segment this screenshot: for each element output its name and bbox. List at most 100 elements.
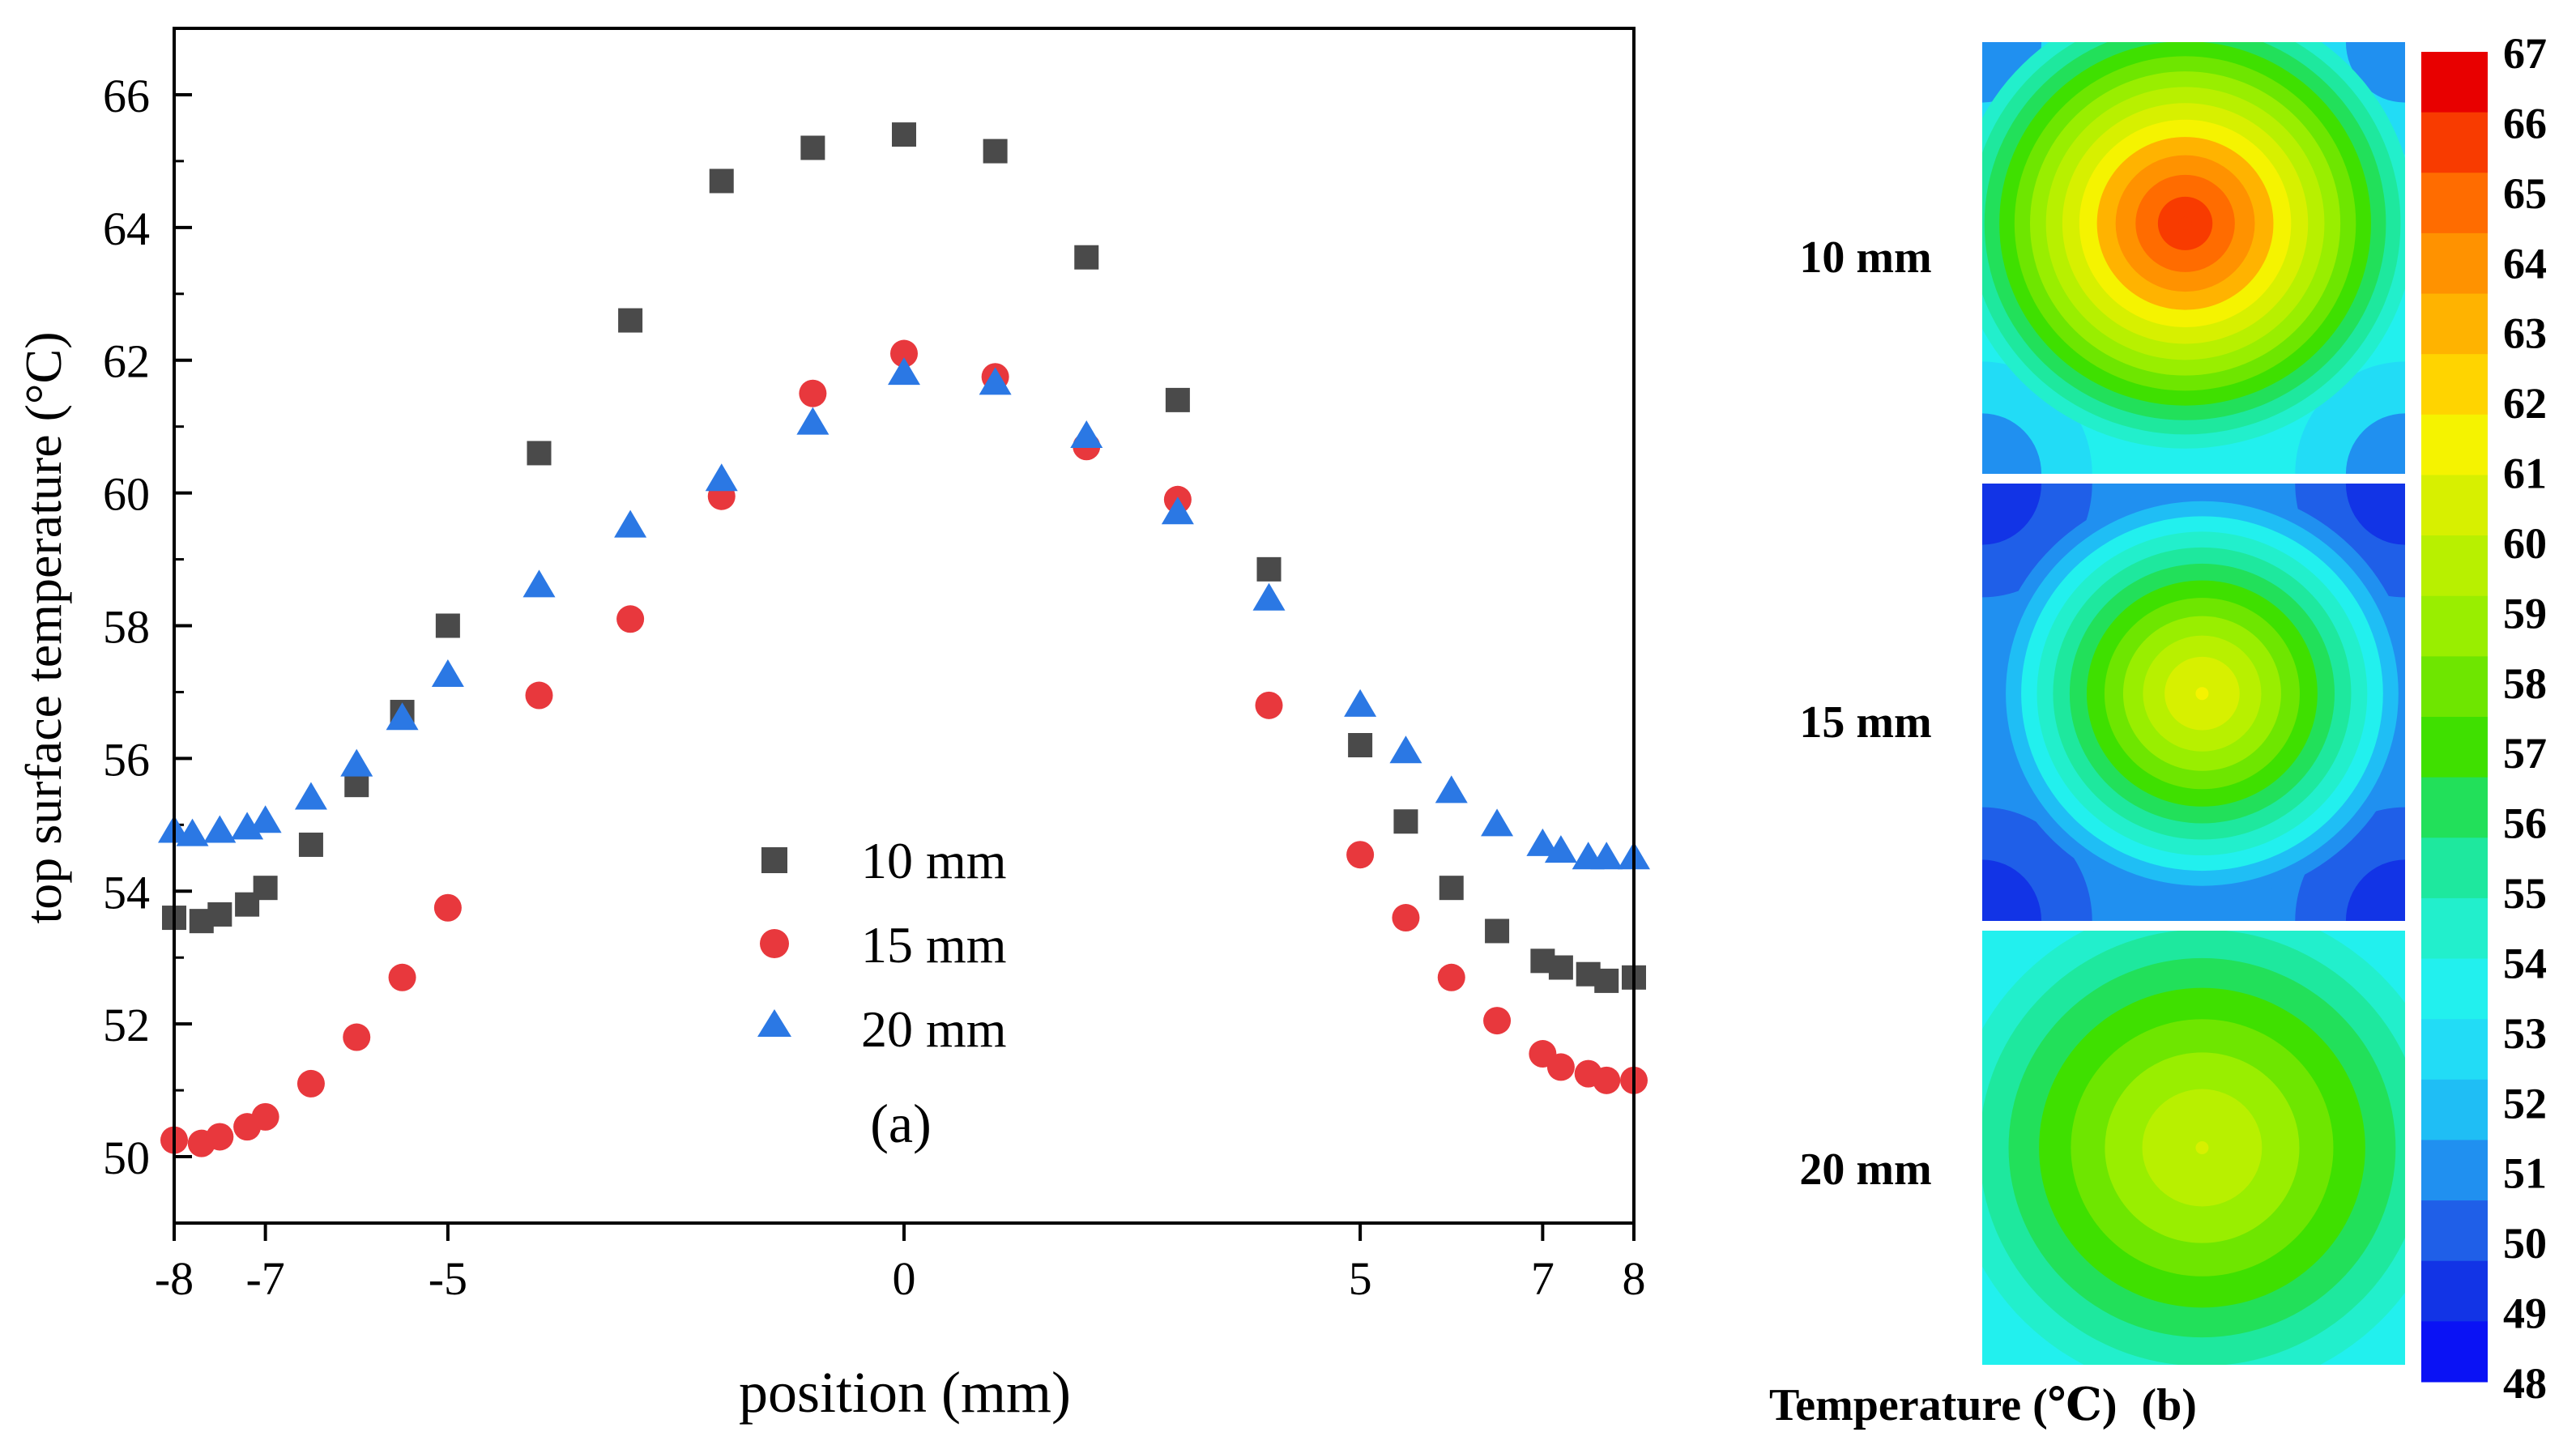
colorbar-segment (2421, 1260, 2488, 1322)
data-point (1255, 691, 1283, 719)
data-point (203, 815, 237, 843)
colorbar-segment (2421, 1321, 2488, 1383)
colorbar-segment (2421, 777, 2488, 838)
colorbar-tick-label: 67 (2503, 29, 2547, 78)
plot-frame (173, 27, 1636, 1225)
colorbar-segment (2421, 414, 2488, 475)
map-corner-core (2345, 1303, 2405, 1365)
colorbar-tick-label: 51 (2503, 1149, 2547, 1198)
x-tick-label: -8 (155, 1252, 194, 1305)
data-point (705, 463, 738, 492)
legend-marker-20mm (757, 1009, 791, 1037)
data-point (1437, 963, 1465, 991)
data-point (800, 135, 825, 160)
colorbar-tick-label: 48 (2503, 1359, 2547, 1408)
colorbar-segment (2421, 656, 2488, 718)
data-point (1161, 497, 1194, 525)
map-corner-core (2345, 413, 2405, 474)
colorbar-segment (2421, 293, 2488, 355)
map-corner-core (1982, 859, 2042, 921)
data-point (892, 122, 916, 147)
y-tick-label: 50 (103, 1132, 150, 1184)
data-point (176, 818, 209, 846)
x-tick-label: 8 (1623, 1252, 1646, 1305)
colorbar-tick-label: 56 (2503, 799, 2547, 848)
y-tick-label: 56 (103, 733, 150, 786)
data-point (1439, 876, 1464, 901)
map-corner-core (2345, 931, 2405, 992)
colorbar-segment (2421, 838, 2488, 899)
colorbar-tick-label: 59 (2503, 589, 2547, 637)
x-tick-label: 7 (1531, 1252, 1555, 1305)
colorbar-segment (2421, 1200, 2488, 1262)
map-corner-core (1982, 1303, 2042, 1365)
heatmap-15mm (1982, 484, 2405, 921)
legend: 10 mm 15 mm 20 mm (757, 832, 1007, 1058)
data-point (298, 832, 323, 857)
data-point (1435, 775, 1468, 803)
data-point (527, 441, 552, 466)
colorbar-segment (2421, 173, 2488, 234)
data-point (525, 681, 553, 710)
colorbar-segment (2421, 232, 2488, 295)
panel-label-b: (b) (2141, 1380, 2196, 1430)
x-axis-label: position (mm) (739, 1360, 1071, 1425)
colorbar-tick-labels: 67 66 65 64 63 62 61 60 59 58 57 56 55 54 53 52 51 50 49 48 (2503, 29, 2547, 1408)
colorbar-segment (2421, 717, 2488, 778)
y-axis-ticks: 50 52 54 56 58 60 62 64 66 (103, 70, 192, 1184)
y-axis-label: top surface temperature (°C) (15, 331, 72, 923)
data-point (1526, 828, 1559, 856)
y-tick-label: 58 (103, 601, 150, 654)
data-point (1165, 387, 1190, 412)
colorbar-title-text: Temperature (℃) (1769, 1380, 2117, 1430)
colorbar-segment (2421, 475, 2488, 536)
x-tick-label: -7 (245, 1252, 284, 1305)
colorbar-title: Temperature (℃) (b) (1769, 1380, 2197, 1430)
data-point (296, 1069, 325, 1098)
map-corner-core (1982, 484, 2042, 545)
y-tick-label: 52 (103, 999, 150, 1051)
colorbar-segment (2421, 958, 2488, 1020)
map-label-10mm: 10 mm (1799, 232, 1931, 283)
data-point (1070, 420, 1103, 448)
data-point (1389, 735, 1422, 764)
colorbar-tick-label: 60 (2503, 519, 2547, 568)
heatmap-10mm (1982, 42, 2405, 474)
y-tick-label: 60 (103, 468, 150, 521)
data-point (1544, 835, 1577, 863)
data-point (206, 1123, 234, 1151)
data-point (343, 1023, 371, 1051)
map-peak (2195, 1141, 2209, 1154)
data-point (386, 702, 419, 731)
legend-marker-10mm (761, 847, 787, 873)
legend-label-15mm: 15 mm (861, 916, 1007, 974)
colorbar-segment (2421, 595, 2488, 657)
x-tick-label: 0 (893, 1252, 916, 1305)
colorbar-segment (2421, 1079, 2488, 1140)
data-point (979, 367, 1012, 395)
panel-label-a: (a) (870, 1093, 931, 1154)
map-corner-core (1982, 42, 2042, 103)
y-tick-label: 64 (103, 202, 150, 255)
colorbar-tick-label: 49 (2503, 1289, 2547, 1338)
colorbar-tick-label: 52 (2503, 1079, 2547, 1127)
x-axis-ticks: -8 -7 -5 0 5 7 8 (155, 1223, 1646, 1305)
data-point (1252, 582, 1286, 611)
data-point (796, 407, 830, 435)
data-point (618, 308, 643, 333)
y-tick-label: 62 (103, 335, 150, 388)
x-tick-label: 5 (1349, 1252, 1372, 1305)
legend-label-10mm: 10 mm (861, 832, 1007, 889)
colorbar-tick-label: 55 (2503, 869, 2547, 918)
data-point (709, 168, 734, 194)
data-point (1593, 1066, 1621, 1094)
map-corner-core (1982, 413, 2042, 474)
data-point (614, 509, 647, 538)
data-point (1548, 955, 1573, 980)
colorbar-tick-label: 64 (2503, 239, 2547, 288)
data-point (207, 902, 232, 927)
data-point (249, 805, 282, 833)
data-point (983, 139, 1008, 164)
legend-marker-15mm (760, 929, 789, 958)
